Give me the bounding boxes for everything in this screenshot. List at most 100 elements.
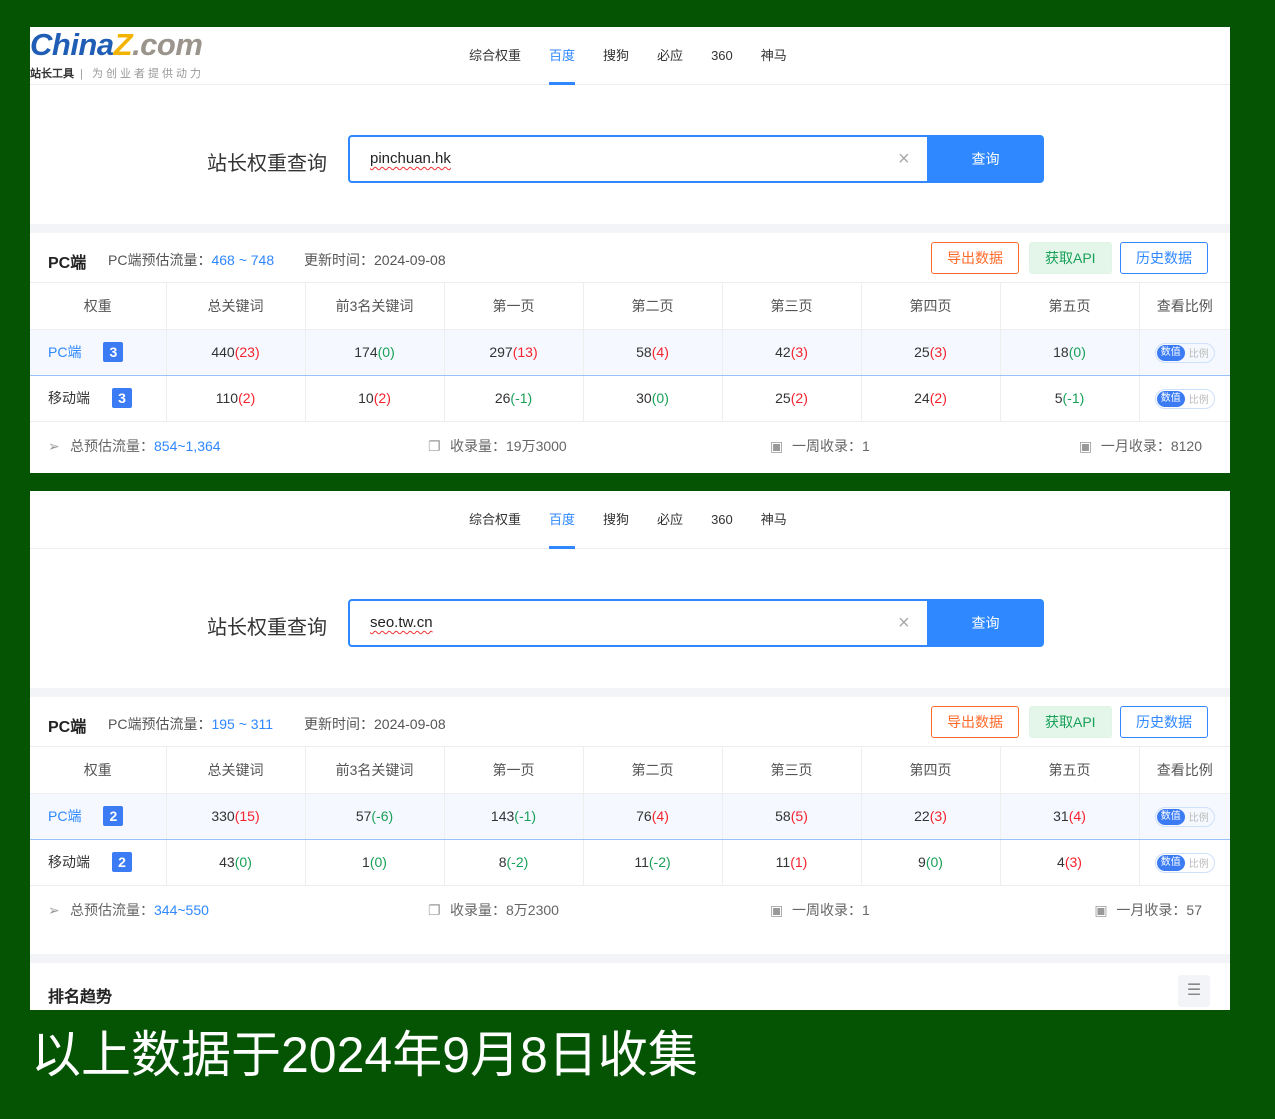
- table-cell: 11(-2): [583, 839, 723, 886]
- cell-change: -6: [376, 808, 389, 824]
- cell-change: 2: [795, 390, 804, 406]
- toggle-ratio[interactable]: 比例: [1188, 859, 1209, 870]
- history-button[interactable]: 历史数据: [1120, 242, 1208, 274]
- week-value: 1: [862, 901, 870, 918]
- indexed-label: 收录量：: [450, 437, 506, 454]
- domain-input[interactable]: seo.tw.cn: [348, 599, 928, 647]
- platform-name[interactable]: PC端: [48, 344, 82, 360]
- tab-0[interactable]: 综合权重: [469, 512, 522, 527]
- tab-4[interactable]: 360: [711, 512, 733, 527]
- api-button[interactable]: 获取API: [1029, 706, 1112, 738]
- cell-change: 0: [374, 854, 383, 870]
- tab-0[interactable]: 综合权重: [469, 48, 522, 63]
- cell-change: 0: [1073, 344, 1082, 360]
- tab-1[interactable]: 百度: [535, 491, 589, 549]
- tab-5[interactable]: 神马: [760, 512, 787, 527]
- table-row: 移动端 3 110(2) 10(2) 26(-1) 30(0) 25(2) 24(2) 5(-1…: [30, 375, 1230, 422]
- export-button[interactable]: 导出数据: [931, 242, 1019, 274]
- toggle-value[interactable]: 数值: [1156, 854, 1185, 871]
- cell-change: 2: [378, 390, 387, 406]
- table-cell: 1(0): [305, 839, 445, 886]
- update-label: 更新时间：: [304, 716, 374, 732]
- tab-5[interactable]: 神马: [760, 48, 787, 63]
- summary-bar: PC端 PC端预估流量：468 ~ 748 更新时间：2024-09-08 导出数据获…: [30, 233, 1230, 283]
- cell-change: -2: [511, 854, 524, 870]
- engine-tabs: 综合权重 百度 搜狗 必应 360 神马: [455, 27, 801, 85]
- cell-change: 0: [656, 390, 665, 406]
- query-button[interactable]: 查询: [927, 135, 1044, 183]
- export-button[interactable]: 导出数据: [931, 706, 1019, 738]
- pc-flow-value: 468 ~ 748: [211, 252, 275, 268]
- logo[interactable]: ChinaZ.com 站长工具 | 为创业者提供动力: [30, 27, 204, 80]
- toggle-ratio[interactable]: 比例: [1188, 349, 1209, 360]
- view-toggle[interactable]: 数值 比例: [1154, 806, 1215, 827]
- trend-section: 排名趋势 ☰: [30, 954, 1230, 1010]
- logo-com: .com: [132, 27, 203, 62]
- api-button[interactable]: 获取API: [1029, 242, 1112, 274]
- total-flow-value: 344~550: [154, 901, 209, 918]
- cell-change: 3: [934, 808, 943, 824]
- top-bar: ChinaZ.com 站长工具 | 为创业者提供动力 综合权重 百度 搜狗 必应 360 神马: [30, 27, 1230, 85]
- footer-stats: ➢ 总预估流量：854~1,364 ❐ 收录量：19万3000 ▣ 一周收录：1 ▣ 一…: [30, 422, 1230, 465]
- weight-badge: 3: [112, 388, 132, 408]
- tab-3[interactable]: 必应: [657, 512, 684, 527]
- tab-4[interactable]: 360: [711, 48, 733, 63]
- rank-table: 权重 总关键词 前3名关键词 第一页 第二页 第三页 第四页 第五页 查看比例 PC端 3 440(2…: [30, 283, 1230, 422]
- list-clock-icon[interactable]: ☰: [1178, 975, 1210, 1007]
- tab-1[interactable]: 百度: [535, 27, 589, 85]
- cell-change: -1: [515, 390, 528, 406]
- toggle-ratio[interactable]: 比例: [1188, 813, 1209, 824]
- tab-2[interactable]: 搜狗: [603, 48, 630, 63]
- cell-change: -1: [518, 808, 532, 824]
- cell-value: 440: [211, 344, 235, 360]
- toggle-value[interactable]: 数值: [1156, 390, 1185, 407]
- cell-value: 11: [775, 854, 791, 870]
- search-section: 站长权重查询 pinchuan.hk × 查询: [30, 85, 1230, 233]
- cell-change: 2: [934, 390, 943, 406]
- column-header: 权重: [30, 283, 167, 330]
- domain-value: pinchuan.hk: [370, 150, 451, 167]
- view-toggle[interactable]: 数值 比例: [1154, 852, 1215, 873]
- view-toggle[interactable]: 数值 比例: [1154, 388, 1215, 409]
- column-header: 第五页: [1000, 747, 1140, 794]
- column-header: 前3名关键词: [305, 747, 445, 794]
- column-header: 权重: [30, 747, 167, 794]
- query-button[interactable]: 查询: [927, 599, 1044, 647]
- clear-icon[interactable]: ×: [898, 148, 910, 170]
- platform-name[interactable]: PC端: [48, 808, 82, 824]
- week-value: 1: [862, 437, 870, 454]
- column-header: 前3名关键词: [305, 283, 445, 330]
- table-row: 移动端 2 43(0) 1(0) 8(-2) 11(-2) 11(1) 9(0) 4(3) 数值比…: [30, 839, 1230, 886]
- toggle-value[interactable]: 数值: [1156, 344, 1185, 361]
- table-cell: 43(0): [166, 839, 306, 886]
- result-panel-1: ChinaZ.com 站长工具 | 为创业者提供动力 综合权重 百度 搜狗 必应 360 神马…: [30, 27, 1230, 473]
- column-header: 查看比例: [1139, 283, 1230, 330]
- column-header: 总关键词: [166, 747, 306, 794]
- tab-3[interactable]: 必应: [657, 48, 684, 63]
- top-bar: 综合权重 百度 搜狗 必应 360 神马: [30, 491, 1230, 549]
- toggle-value[interactable]: 数值: [1156, 808, 1185, 825]
- cell-change: 3: [1069, 854, 1078, 870]
- cell-value: 57: [355, 808, 372, 824]
- domain-input[interactable]: pinchuan.hk: [348, 135, 928, 183]
- table-cell: 57(-6): [305, 792, 445, 840]
- result-panel-2: 综合权重 百度 搜狗 必应 360 神马 站长权重查询 seo.tw.cn × 查询 PC端 PC端预…: [30, 491, 1230, 1010]
- toggle-ratio[interactable]: 比例: [1188, 395, 1209, 406]
- clear-icon[interactable]: ×: [898, 612, 910, 634]
- column-header: 第四页: [861, 283, 1001, 330]
- history-button[interactable]: 历史数据: [1120, 706, 1208, 738]
- trend-title: 排名趋势: [48, 989, 113, 1006]
- tab-2[interactable]: 搜狗: [603, 512, 630, 527]
- platform-name: 移动端: [48, 854, 90, 870]
- table-cell: 9(0): [861, 839, 1001, 886]
- cell-value: 4: [1057, 854, 1065, 870]
- cell-change: 2: [242, 390, 251, 406]
- pc-flow-label: PC端预估流量：: [108, 716, 212, 732]
- table-cell: 26(-1): [444, 375, 584, 422]
- update-value: 2024-09-08: [374, 716, 446, 732]
- table-cell: 11(1): [722, 839, 862, 886]
- table-cell: 297(13): [444, 328, 584, 376]
- view-toggle[interactable]: 数值 比例: [1154, 342, 1215, 363]
- table-cell: 30(0): [583, 375, 723, 422]
- weight-badge: 2: [112, 852, 132, 872]
